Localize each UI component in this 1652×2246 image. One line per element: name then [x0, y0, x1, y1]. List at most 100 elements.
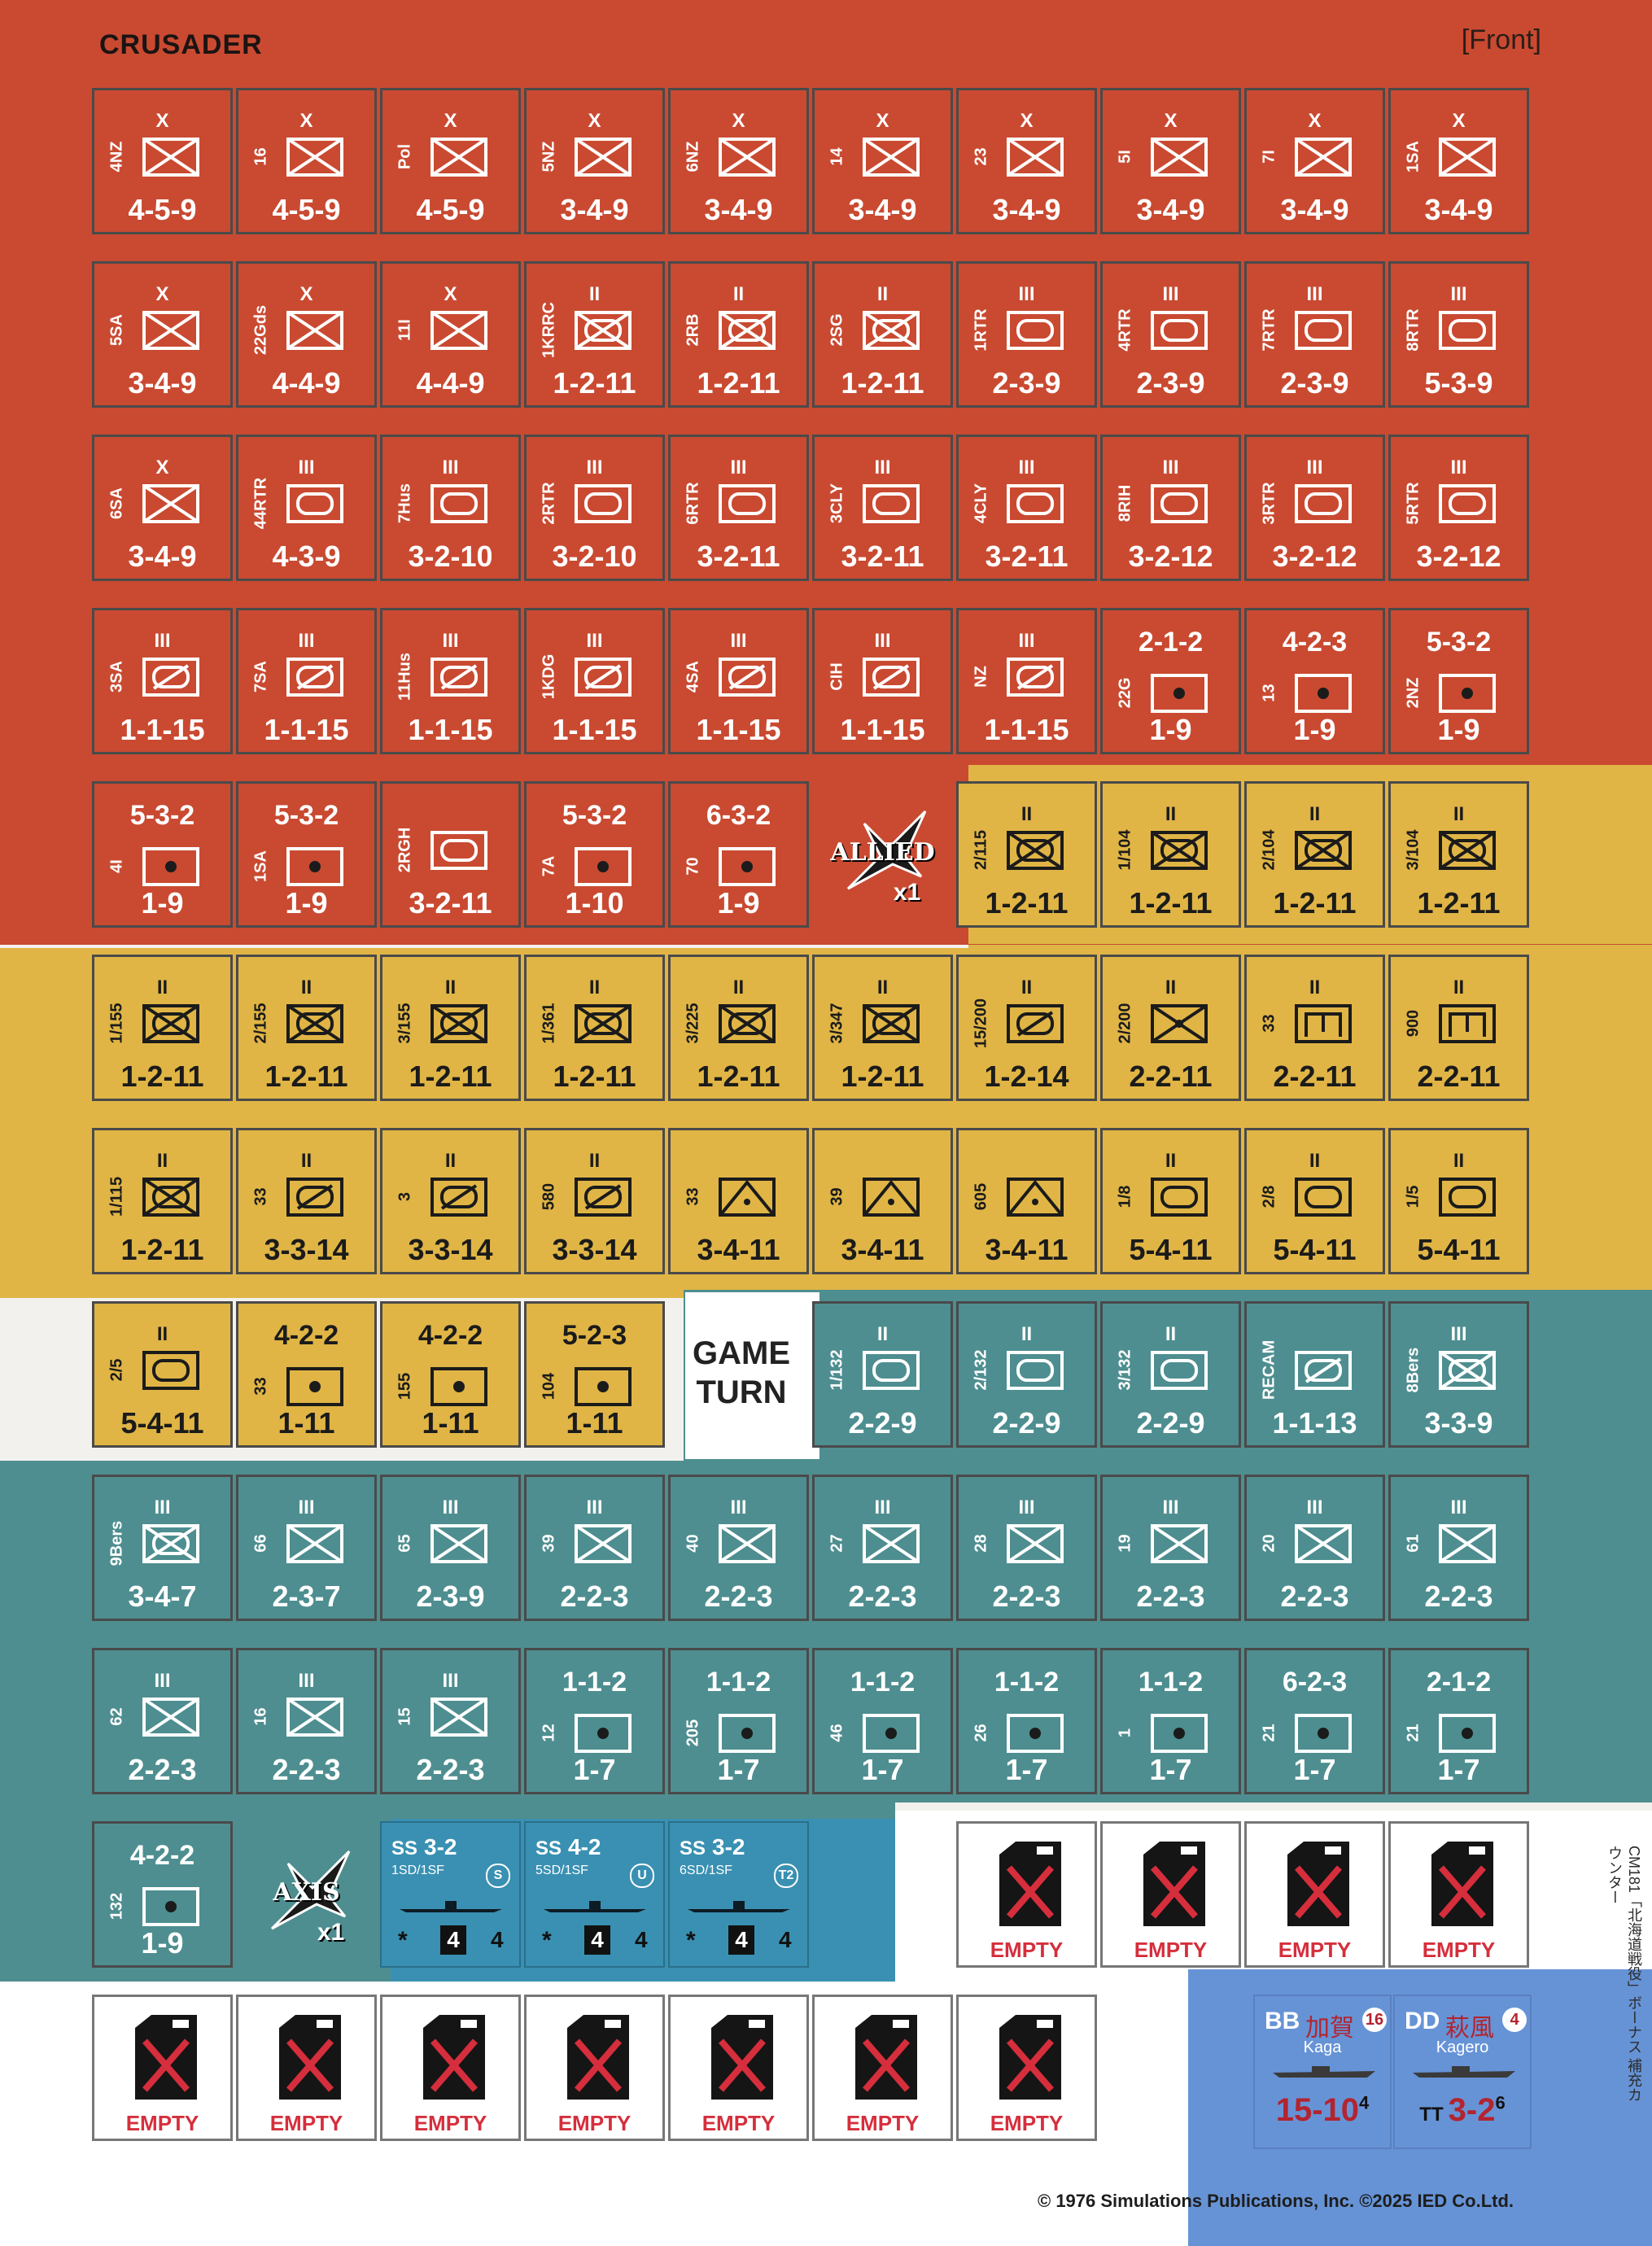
bombard-strength: 6-2-3: [1282, 1667, 1348, 1698]
unit-symbol-icon: [142, 484, 199, 523]
unit-counter: 6-3-2 70 1-9: [668, 781, 809, 928]
bombard-strength: 6-3-2: [706, 800, 771, 831]
unit-symbol-icon: [1006, 138, 1064, 177]
unit-symbol-icon: [286, 1698, 343, 1737]
unit-values: 1-11: [566, 1406, 623, 1440]
unit-id: 3/155: [396, 1003, 414, 1044]
unit-symbol-icon: [1006, 311, 1064, 350]
unit-size-marker: III: [1162, 457, 1179, 478]
unit-values: 1-1-15: [120, 713, 205, 746]
unit-size-marker: II: [300, 977, 312, 998]
jerrycan-icon: [991, 1838, 1066, 1929]
unit-symbol-icon: [1150, 484, 1208, 523]
unit-values: 1-1-15: [264, 713, 349, 746]
unit-symbol-icon: [142, 1351, 199, 1390]
unit-values: 1-1-15: [840, 713, 925, 746]
unit-counter: X 7I 3-4-9: [1244, 88, 1385, 234]
unit-size-marker: X: [444, 110, 457, 132]
unit-values: 1-2-11: [1273, 886, 1357, 920]
unit-symbol-icon: [1150, 1351, 1208, 1390]
unit-values: 2-2-9: [1136, 1406, 1205, 1440]
unit-counter: III 28 2-2-3: [956, 1475, 1097, 1621]
bombard-strength: 1-1-2: [850, 1667, 916, 1698]
unit-size-marker: II: [732, 977, 745, 998]
unit-counter: II 15/200 1-2-14: [956, 955, 1097, 1101]
unit-id: 3/104: [1404, 829, 1423, 871]
unit-values: 2-3-9: [1280, 366, 1349, 400]
unit-symbol-icon: [430, 1004, 487, 1043]
fuel-empty-label: EMPTY: [846, 2111, 920, 2135]
unit-symbol-icon: [574, 1004, 632, 1043]
unit-id: 39: [828, 1187, 846, 1206]
unit-values: 4-5-9: [416, 193, 485, 226]
submarine-icon: [542, 1898, 648, 1914]
unit-id: 605: [972, 1182, 990, 1211]
unit-size-marker: III: [442, 457, 459, 478]
unit-size-marker: II: [1165, 1323, 1177, 1345]
unit-size-marker: III: [1018, 283, 1035, 305]
unit-size-marker: II: [1020, 1323, 1033, 1345]
unit-id: 39: [540, 1534, 558, 1553]
sub-type: SS: [535, 1837, 562, 1859]
unit-counter: III 62 2-2-3: [92, 1648, 233, 1794]
unit-size-marker: II: [1453, 1150, 1465, 1172]
submarine-counter: SS 3-2 6SD/1SF T2 * 4 4: [668, 1821, 809, 1968]
unit-symbol-icon: [430, 658, 487, 697]
unit-size-marker: III: [442, 1497, 459, 1518]
unit-values: 3-2-12: [1416, 540, 1501, 573]
unit-symbol-icon: [1438, 1524, 1496, 1563]
unit-symbol-icon: [1006, 1524, 1064, 1563]
unit-values: 1-11: [278, 1406, 335, 1440]
fuel-empty-label: EMPTY: [990, 2111, 1064, 2135]
sub-strength: 4-2: [568, 1834, 601, 1859]
unit-values: 1-7: [573, 1753, 616, 1786]
unit-counter: 1-1-2 1 1-7: [1100, 1648, 1241, 1794]
air-multiplier: x1: [893, 879, 921, 906]
unit-id: 14: [828, 147, 846, 166]
sub-unit: 5SD/1SF: [535, 1864, 588, 1877]
unit-values: 1-9: [141, 1926, 184, 1960]
unit-counter: II 1/361 1-2-11: [524, 955, 665, 1101]
bombard-strength: 5-3-2: [1426, 627, 1492, 658]
unit-size-marker: III: [586, 630, 603, 652]
unit-size-marker: II: [1453, 977, 1465, 998]
unit-id: 4RTR: [1116, 308, 1134, 352]
unit-symbol-icon: [1150, 674, 1208, 713]
unit-values: 1-2-11: [264, 1060, 348, 1093]
unit-values: 2-2-3: [128, 1753, 197, 1786]
unit-values: 3-2-11: [841, 540, 924, 573]
unit-id: 3SA: [107, 661, 126, 693]
unit-size-marker: III: [298, 630, 315, 652]
unit-counter: III 19 2-2-3: [1100, 1475, 1241, 1621]
ship-kanji: 萩風: [1445, 2014, 1494, 2043]
unit-size-marker: III: [1306, 457, 1323, 478]
unit-size-marker: X: [155, 457, 169, 478]
unit-size-marker: X: [155, 110, 169, 132]
unit-size-marker: II: [156, 1323, 168, 1345]
game-turn-marker: GAME TURN: [680, 1334, 802, 1423]
unit-counter: 5-2-3 104 1-11: [524, 1301, 665, 1448]
unit-size-marker: II: [1309, 977, 1321, 998]
unit-counter: III 15 2-2-3: [380, 1648, 521, 1794]
ship-silhouette-icon: [1411, 2065, 1517, 2079]
unit-values: 3-4-9: [560, 193, 629, 226]
unit-counter: II 3/225 1-2-11: [668, 955, 809, 1101]
unit-counter: II 2/5 5-4-11: [92, 1301, 233, 1448]
unit-size-marker: III: [442, 630, 459, 652]
unit-id: 27: [828, 1534, 846, 1553]
unit-symbol-icon: [1150, 1524, 1208, 1563]
unit-size-marker: III: [1450, 457, 1467, 478]
unit-symbol-icon: [718, 847, 776, 886]
submarine-counter: SS 4-2 5SD/1SF U * 4 4: [524, 1821, 665, 1968]
unit-id: 6NZ: [684, 141, 702, 173]
unit-id: 1KDG: [540, 653, 558, 700]
unit-symbol-icon: [430, 1698, 487, 1737]
unit-values: 5-4-11: [1417, 1233, 1501, 1266]
bombard-strength: 1-1-2: [562, 1667, 627, 1698]
unit-size-marker: II: [156, 1150, 168, 1172]
jerrycan-icon: [1423, 1838, 1498, 1929]
unit-counter: III 20 2-2-3: [1244, 1475, 1385, 1621]
unit-counter: II 900 2-2-11: [1388, 955, 1529, 1101]
allied-band-cover: [0, 944, 1652, 945]
